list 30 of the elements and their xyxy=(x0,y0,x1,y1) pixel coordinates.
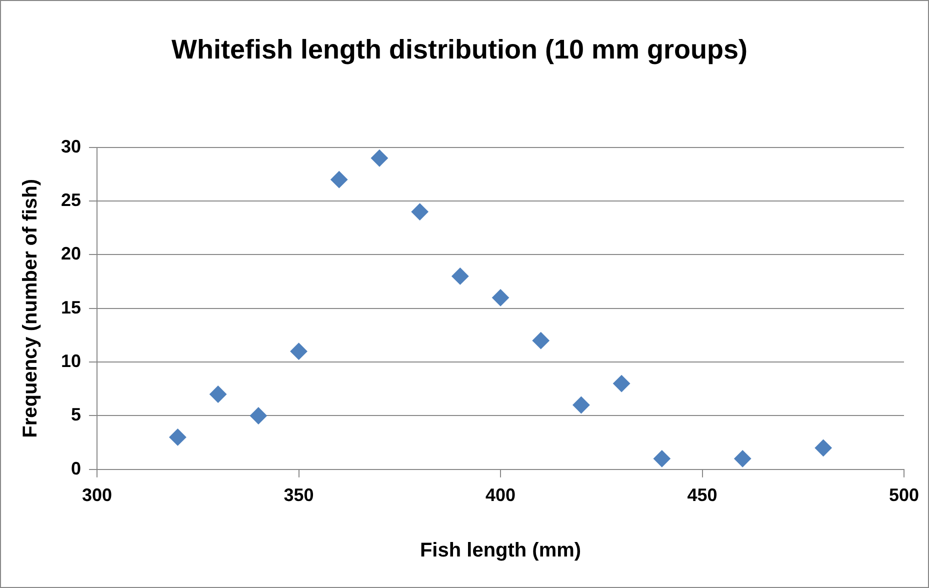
point xyxy=(411,203,428,220)
point xyxy=(814,439,832,456)
point xyxy=(492,289,510,306)
x-tick-label: 350 xyxy=(284,485,314,506)
point xyxy=(250,407,267,424)
y-tick-label: 20 xyxy=(60,244,82,264)
y-tick-label: 5 xyxy=(71,404,82,425)
point xyxy=(452,268,469,285)
y-tick-label: 0 xyxy=(71,458,82,478)
y-tick-label: 30 xyxy=(60,136,82,156)
point xyxy=(572,396,590,414)
y-axis-title: Frequency (number of fish) xyxy=(20,178,42,438)
point xyxy=(370,150,388,167)
x-tick-label: 300 xyxy=(82,485,112,506)
point xyxy=(210,386,227,403)
y-tick-label: 15 xyxy=(60,297,82,318)
x-tick-label: 450 xyxy=(687,485,718,506)
chart-title: Whitefish length distribution (10 mm groups) xyxy=(172,34,748,65)
point xyxy=(290,342,308,360)
point xyxy=(734,450,752,468)
x-tick-label: 500 xyxy=(888,485,920,506)
x-tick-label: 400 xyxy=(485,485,516,506)
point xyxy=(169,428,186,446)
point xyxy=(532,332,550,350)
x-axis-title: Fish length (mm) xyxy=(420,540,582,562)
y-tick-label: 10 xyxy=(60,351,82,372)
y-tick-label: 25 xyxy=(60,190,82,210)
point xyxy=(613,375,630,392)
point xyxy=(330,171,348,188)
point xyxy=(653,450,670,468)
